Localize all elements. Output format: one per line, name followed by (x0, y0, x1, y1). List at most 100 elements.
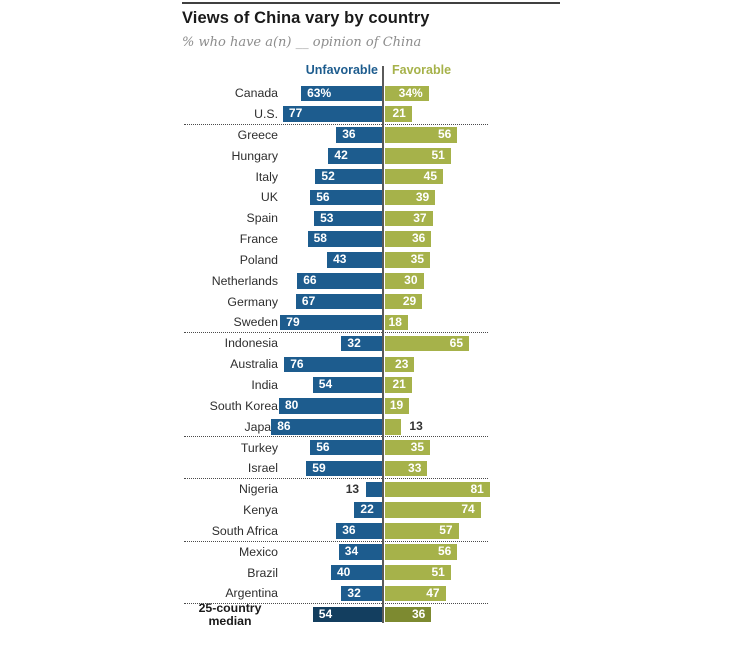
favorable-value: 65 (449, 335, 463, 350)
unfavorable-bar (328, 148, 383, 164)
country-row: Germany 67 29 (182, 291, 560, 312)
favorable-value: 23 (395, 356, 409, 371)
unfavorable-value: 40 (337, 564, 351, 579)
favorable-bar (384, 168, 443, 185)
unfavorable-value: 42 (334, 148, 348, 163)
country-label: Netherlands (211, 273, 278, 288)
group-separator (184, 478, 488, 480)
favorable-bar (384, 523, 459, 539)
favorable-value: 35 (410, 439, 424, 454)
country-label: 25-country median (198, 601, 262, 628)
favorable-value: 30 (404, 273, 418, 288)
unfavorable-bar (312, 377, 383, 393)
unfavorable-bar (310, 439, 383, 456)
country-label: Mexico (239, 544, 278, 559)
unfavorable-bar (341, 335, 383, 352)
unfavorable-bar (336, 523, 383, 539)
unfavorable-value: 52 (321, 168, 335, 183)
unfavorable-bar (354, 502, 383, 518)
top-rule (182, 2, 560, 4)
unfavorable-bar (327, 252, 383, 268)
favorable-value: 39 (415, 189, 430, 204)
country-row: Canada 63% 34% (182, 83, 560, 104)
country-row: Netherlands 66 30 (182, 271, 560, 292)
favorable-bar (384, 544, 458, 560)
unfavorable-value: 58 (313, 231, 327, 246)
country-row: Australia 76 23 (182, 354, 560, 375)
favorable-bar (384, 148, 451, 164)
unfavorable-value: 56 (316, 189, 330, 204)
center-axis-line (382, 66, 384, 623)
favorable-bar (384, 460, 428, 477)
country-label: Turkey (240, 440, 278, 455)
unfavorable-bar (279, 398, 383, 414)
country-row: Nigeria 13 81 (182, 479, 560, 500)
favorable-value: 56 (437, 544, 452, 559)
unfavorable-value: 43 (333, 252, 347, 267)
country-row: Spain 53 37 (182, 208, 560, 229)
favorable-bar (384, 210, 433, 227)
favorable-bar (384, 377, 412, 393)
unfavorable-value: 66 (303, 273, 317, 288)
favorable-value: 51 (431, 564, 445, 579)
country-row: Greece 36 56 (182, 125, 560, 146)
favorable-bar (384, 502, 481, 518)
country-row: Sweden 79 18 (182, 312, 560, 333)
country-row: Indonesia 32 65 (182, 333, 560, 354)
unfavorable-value: 86 (277, 419, 291, 434)
country-label: France (239, 232, 278, 247)
country-row: Brazil 40 51 (182, 562, 560, 583)
favorable-bar (384, 189, 436, 206)
unfavorable-bar (282, 106, 383, 122)
favorable-value: 18 (388, 314, 402, 329)
unfavorable-value: 36 (342, 127, 356, 142)
country-label: Sweden (233, 315, 278, 330)
favorable-value: 51 (431, 148, 445, 163)
country-label: Nigeria (239, 482, 278, 497)
country-label: Kenya (243, 503, 278, 518)
favorable-bar (384, 564, 451, 581)
country-row: South Korea 80 19 (182, 396, 560, 417)
favorable-bar (384, 231, 432, 247)
country-label: India (251, 378, 278, 392)
country-label: Germany (227, 294, 278, 309)
group-separator (184, 123, 488, 125)
unfavorable-value: 54 (318, 606, 333, 621)
favorable-value: 33 (408, 460, 422, 475)
unfavorable-value: 67 (301, 293, 316, 308)
favorable-value: 29 (402, 293, 417, 308)
country-row: India 54 21 (182, 375, 560, 396)
country-row: South Africa 36 57 (182, 521, 560, 542)
favorable-value: 81 (470, 481, 484, 496)
favorable-value: 47 (426, 585, 440, 600)
china-opinion-chart: Views of China vary by country % who hav… (182, 0, 560, 646)
unfavorable-value: 13 (345, 481, 360, 496)
favorable-value: 56 (437, 127, 452, 142)
unfavorable-value: 32 (347, 335, 361, 350)
favorable-value: 19 (389, 398, 404, 413)
unfavorable-bar (284, 356, 383, 372)
country-label: Greece (237, 127, 278, 142)
unfavorable-bar (271, 419, 383, 435)
favorable-value: 74 (461, 502, 475, 517)
country-row: 25-country median 54 36 (182, 601, 560, 628)
country-label: Argentina (225, 586, 278, 601)
legend-favorable-label: Favorable (392, 63, 452, 77)
unfavorable-value: 36 (342, 523, 356, 538)
favorable-value: 13 (409, 419, 423, 434)
country-row: UK 56 39 (182, 187, 560, 208)
group-separator (184, 332, 488, 334)
country-row: Kenya 22 74 (182, 500, 560, 521)
country-row: Japan 86 13 (182, 416, 560, 437)
group-separator (184, 436, 488, 438)
favorable-value: 35 (410, 252, 424, 267)
favorable-value: 36 (411, 231, 426, 246)
unfavorable-bar (307, 231, 383, 247)
favorable-value: 36 (411, 606, 426, 621)
favorable-bar (384, 335, 469, 352)
country-label: Spain (246, 211, 278, 226)
favorable-bar (384, 293, 423, 310)
favorable-value: 45 (423, 168, 437, 183)
country-label: Japan (244, 419, 278, 434)
